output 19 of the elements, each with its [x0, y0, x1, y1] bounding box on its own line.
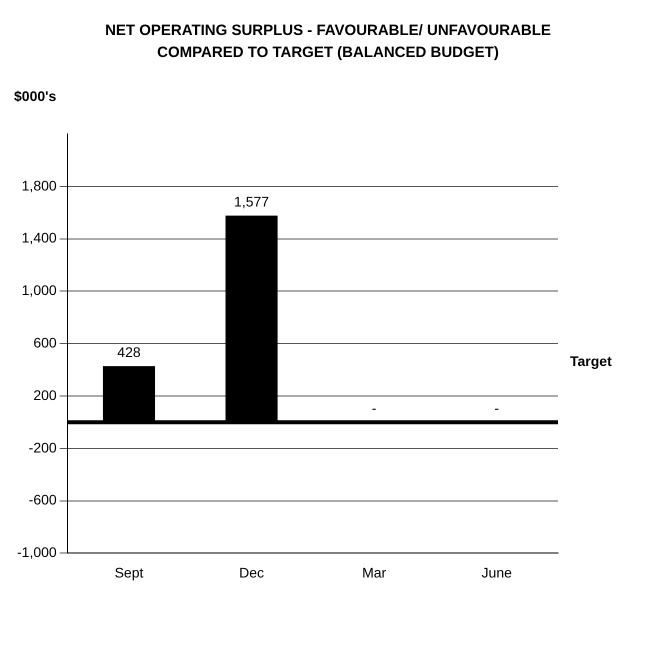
y-tick-label: 1,000	[22, 282, 57, 298]
x-tick-label: June	[482, 564, 512, 580]
y-tick-label: 1,800	[22, 177, 57, 194]
y-axis-title: $000's	[14, 88, 56, 104]
data-label: 428	[117, 344, 141, 360]
x-tick-label: Sept	[114, 564, 144, 580]
data-label: 1,577	[234, 193, 270, 210]
data-label: -	[372, 400, 377, 416]
y-tick-label: 200	[33, 386, 57, 403]
y-tick-label: 600	[33, 334, 57, 350]
ref-line-label: Target	[570, 353, 612, 370]
x-tick-label: Mar	[362, 564, 387, 580]
chart-title: NET OPERATING SURPLUS - FAVOURABLE/ UNFAVOURABLE COMPARED TO TARGET (BALANCED BUDGET)	[104, 21, 552, 63]
y-tick-label: 1,400	[22, 230, 57, 246]
y-tick-label: -200	[28, 439, 57, 456]
x-tick-label: Dec	[239, 564, 264, 580]
y-tick-label: -1,000	[16, 544, 57, 560]
data-label: -	[494, 400, 500, 416]
y-tick-label: -600	[28, 492, 57, 508]
